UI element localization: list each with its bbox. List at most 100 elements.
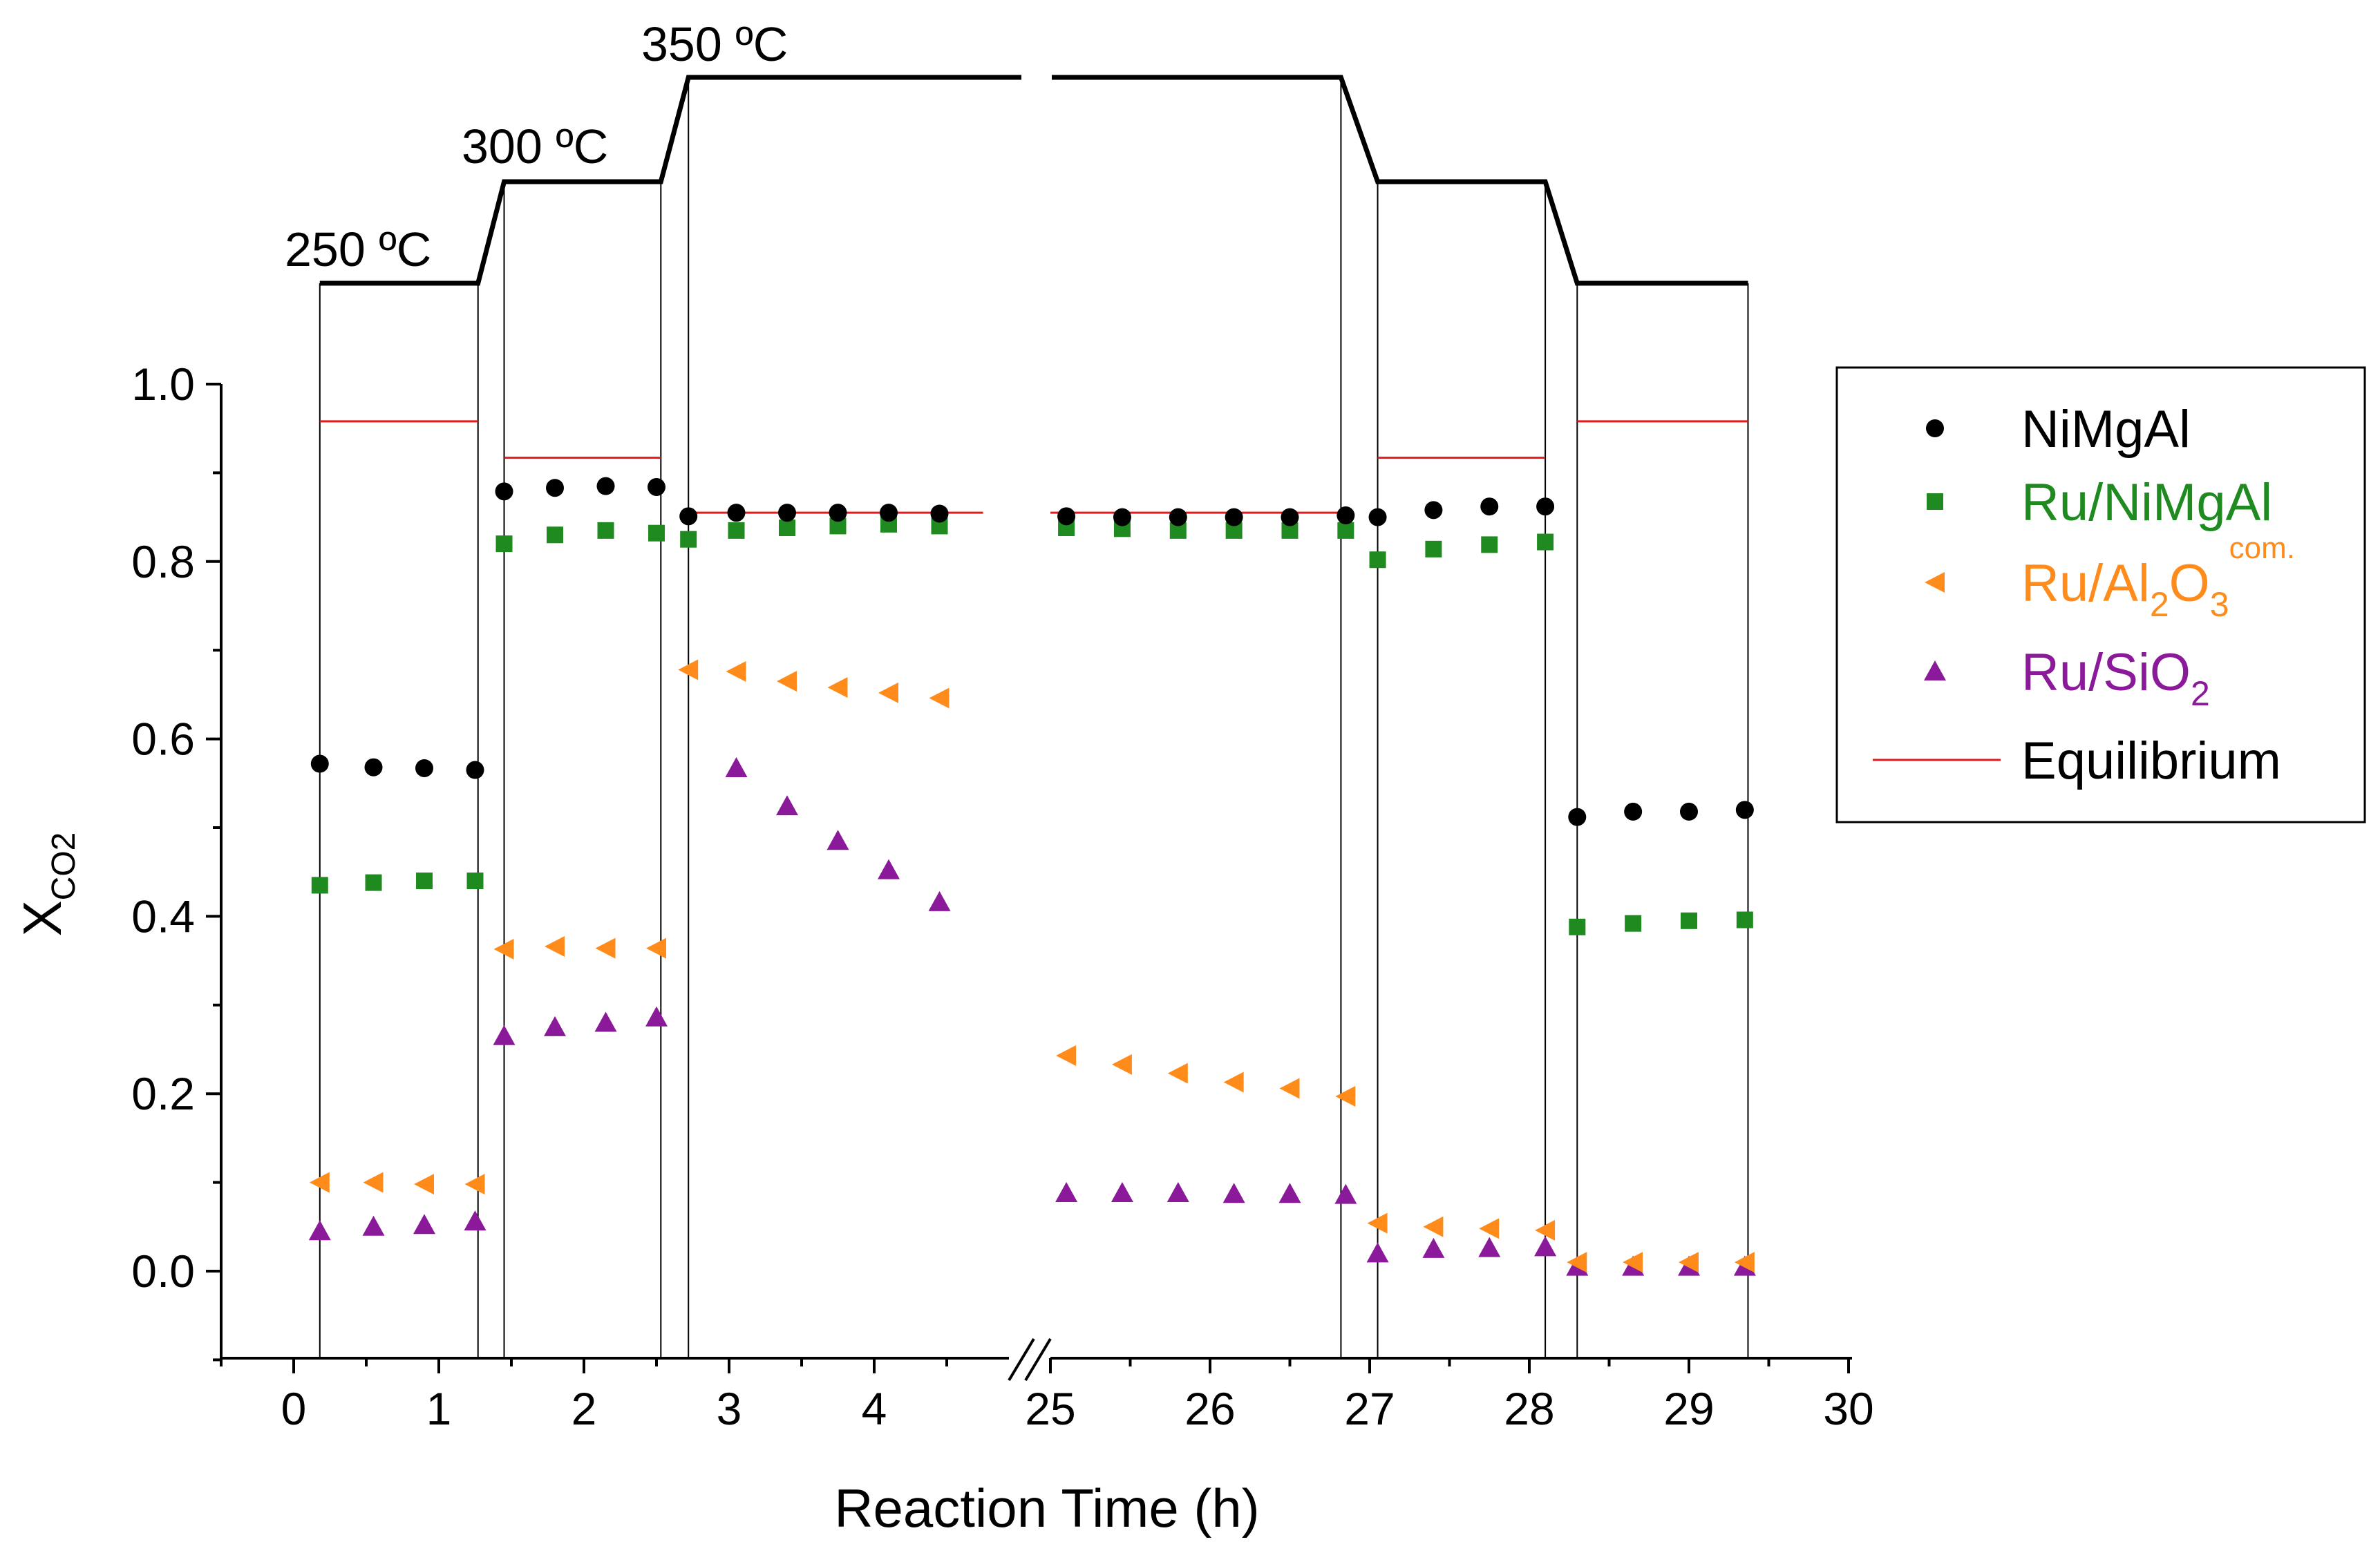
temperature-profile-line-left <box>319 75 1021 286</box>
data-point <box>1335 1086 1356 1107</box>
data-point <box>1169 508 1187 526</box>
x-tick-label: 27 <box>1344 1383 1395 1434</box>
legend-marker <box>1927 493 1943 510</box>
y-tick-label: 0.0 <box>131 1246 195 1297</box>
data-point <box>1055 1182 1078 1203</box>
data-point <box>309 1172 330 1193</box>
data-point <box>1369 551 1386 569</box>
data-point <box>648 524 665 542</box>
legend-text: Ru/SiO <box>2021 643 2191 702</box>
data-point <box>1569 918 1586 935</box>
data-point <box>1367 1212 1388 1234</box>
legend-label: NiMgAl <box>2021 400 2191 459</box>
data-point <box>365 874 382 891</box>
temperature-profile: 250 ºC 300 ºC 350 ºC <box>285 17 1748 286</box>
x-tick-label: 26 <box>1184 1383 1235 1434</box>
data-point <box>495 535 513 553</box>
data-point <box>930 504 949 523</box>
data-point <box>362 1215 385 1236</box>
temperature-label: 350 ºC <box>641 17 788 71</box>
x-tick-label: 2 <box>572 1383 597 1434</box>
data-point <box>544 1016 566 1036</box>
y-tick-label: 0.6 <box>131 714 195 765</box>
legend-text: O <box>2169 554 2210 613</box>
data-point <box>827 830 849 850</box>
legend-entry: Equilibrium <box>1873 732 2281 790</box>
data-point <box>1334 1183 1357 1204</box>
data-point <box>1423 1216 1444 1237</box>
data-point <box>1057 507 1076 526</box>
data-point <box>1536 497 1555 516</box>
data-points <box>308 477 1756 1276</box>
data-point <box>547 526 563 544</box>
data-point <box>1537 533 1554 551</box>
data-point <box>728 522 745 539</box>
data-point <box>1681 912 1697 929</box>
data-point <box>464 1174 485 1195</box>
legend-marker <box>1926 419 1944 437</box>
y-tick-label: 1.0 <box>131 359 195 410</box>
legend-text: Ru/Al <box>2021 554 2150 613</box>
data-point <box>597 522 614 539</box>
legend-subscript: 3 <box>2210 585 2229 624</box>
data-point <box>1225 508 1243 526</box>
data-point <box>1281 508 1299 526</box>
series-nimgal <box>310 477 1754 826</box>
series-ru-al2o3-com- <box>309 659 1755 1273</box>
x-tick-label: 30 <box>1823 1383 1873 1434</box>
y-tick-label: 0.8 <box>131 536 195 587</box>
data-point <box>829 504 847 522</box>
data-point <box>1680 802 1698 821</box>
data-point <box>1422 1237 1445 1258</box>
data-point <box>594 1011 617 1032</box>
x-tick-label: 28 <box>1504 1383 1554 1434</box>
data-point <box>1567 1252 1587 1273</box>
legend-entry: Ru/SiO2 <box>1924 643 2210 713</box>
data-point <box>545 936 565 957</box>
data-point <box>1535 1219 1556 1241</box>
data-point <box>1111 1182 1133 1203</box>
data-point <box>646 937 666 959</box>
y-tick-label: 0.2 <box>131 1068 195 1119</box>
data-point <box>678 659 699 680</box>
data-point <box>1278 1183 1301 1203</box>
data-point <box>880 504 898 522</box>
y-axis-title: XCO2 <box>12 832 82 937</box>
data-point <box>1425 540 1442 558</box>
data-point <box>495 482 513 501</box>
data-point <box>929 687 950 709</box>
x-tick-label: 1 <box>426 1383 452 1434</box>
legend: NiMgAlRu/NiMgAlRu/Al2O3com.Ru/SiO2Equili… <box>1835 366 2366 823</box>
legend-subscript: 2 <box>2150 585 2169 624</box>
data-point <box>1534 1236 1557 1257</box>
data-point <box>1167 1063 1188 1084</box>
data-point <box>466 873 484 890</box>
data-point <box>1625 915 1642 932</box>
data-point <box>1736 911 1753 928</box>
x-tick-label: 3 <box>717 1383 742 1434</box>
data-point <box>777 671 797 692</box>
legend-marker <box>1924 660 1946 680</box>
data-point <box>1734 1252 1755 1273</box>
data-point <box>1337 522 1354 539</box>
data-point <box>308 1220 331 1241</box>
data-point <box>1223 1071 1244 1093</box>
data-point <box>1167 1182 1189 1203</box>
data-point <box>1480 497 1499 516</box>
data-point <box>1424 501 1443 520</box>
series-ru-sio2 <box>308 756 1756 1276</box>
data-point <box>1624 802 1643 821</box>
data-point <box>1366 1242 1389 1263</box>
axis-break-mark <box>1008 1337 1035 1382</box>
legend-label: Ru/NiMgAl <box>2021 473 2272 532</box>
axis-break-mark <box>1024 1337 1052 1382</box>
chart-frame <box>319 77 1749 1358</box>
legend-entry: NiMgAl <box>1926 400 2191 459</box>
legend-subscript: 2 <box>2191 674 2210 713</box>
data-point <box>363 1172 384 1193</box>
data-point <box>595 937 616 959</box>
data-point <box>1735 801 1754 819</box>
data-point <box>776 795 798 816</box>
temperature-label: 300 ºC <box>462 120 608 173</box>
